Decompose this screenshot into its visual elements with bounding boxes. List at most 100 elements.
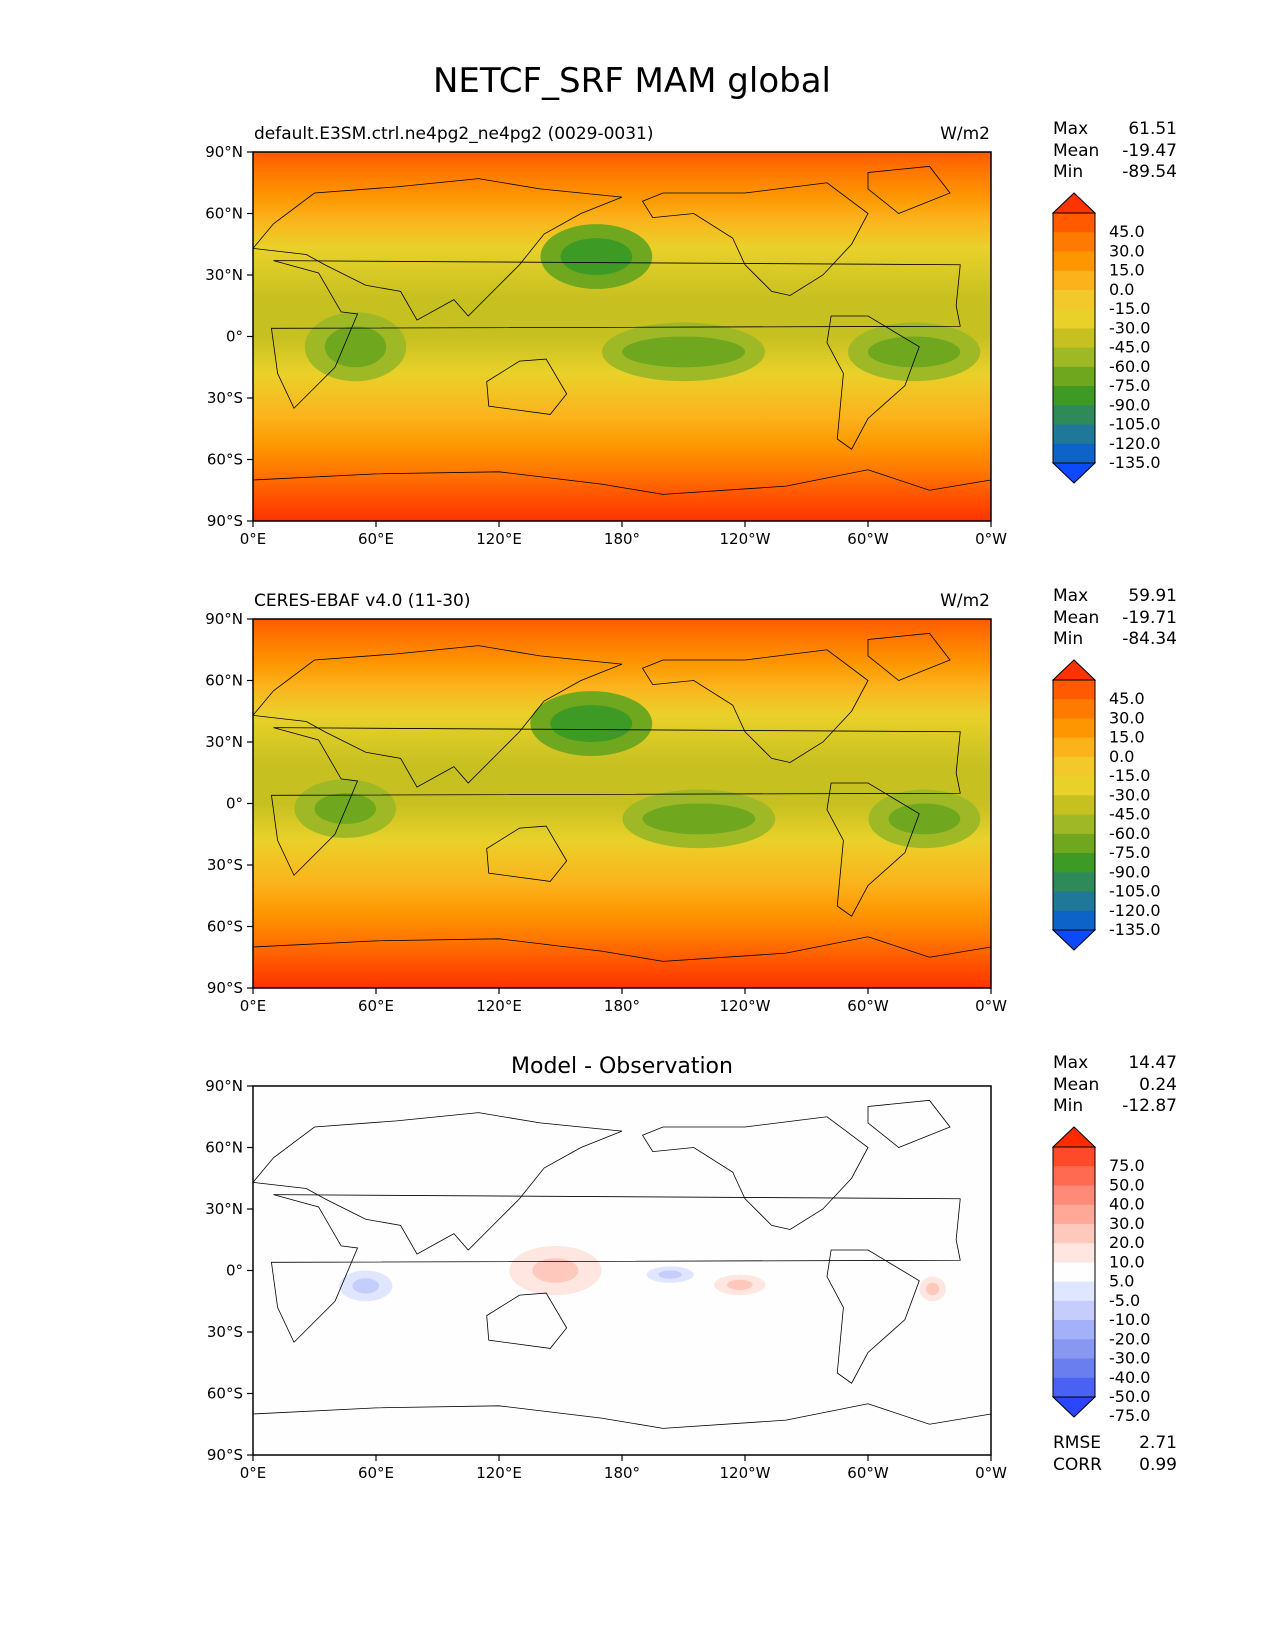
lon-tick-label: 120°E (476, 1464, 522, 1482)
heatmap-background (253, 1086, 991, 1455)
lat-tick-label: 30°S (207, 1323, 243, 1341)
colorbar-swatch (1053, 891, 1095, 912)
colorbar-label: -120.0 (1109, 901, 1161, 920)
lon-tick-label: 120°W (720, 997, 771, 1015)
colorbar-label: -120.0 (1109, 434, 1161, 453)
colorbar-label: 30.0 (1109, 1214, 1145, 1233)
stat-value-min: -89.54 (1122, 162, 1177, 182)
lat-tick-label: 0° (226, 1262, 243, 1280)
colorbar-frame (1052, 212, 1096, 464)
coastline (867, 165, 951, 214)
colorbar-swatch (1053, 1339, 1095, 1360)
colorbar-swatch (1053, 213, 1095, 233)
lat-tick-label: 30°S (207, 856, 243, 874)
colorbar-label: 30.0 (1109, 708, 1145, 727)
panel-observation: CERES-EBAF v4.0 (11-30) W/m2 90°N 60°N 30°… (205, 586, 1177, 1015)
panel-units: W/m2 (940, 591, 990, 611)
panel-title: CERES-EBAF v4.0 (11-30) (254, 591, 470, 611)
colorbar-swatch (1053, 251, 1095, 272)
panel-units: W/m2 (940, 124, 990, 144)
colorbar-swatch (1053, 776, 1095, 796)
lon-tick-label: 60°E (358, 1464, 394, 1482)
figure-title: NETCF_SRF MAM global (433, 61, 831, 101)
lat-tick-label: 90°S (207, 979, 243, 997)
colorbar-swatch (1053, 1320, 1095, 1340)
metric-value-rmse: 2.71 (1139, 1433, 1177, 1453)
field-region (868, 336, 961, 368)
colorbar-swatch (1053, 443, 1095, 464)
colorbar-swatch (1053, 232, 1095, 252)
colorbar-swatch (1053, 910, 1095, 931)
colorbar-swatch (1053, 1185, 1095, 1206)
lon-tick-label: 0°E (240, 530, 267, 548)
stat-value-mean: 0.24 (1139, 1075, 1177, 1095)
stat-value-min: -12.87 (1122, 1096, 1177, 1116)
colorbar-swatch (1053, 795, 1095, 816)
anomaly-core (658, 1270, 682, 1279)
colorbar-extend-max (1051, 659, 1097, 681)
field-region (642, 803, 756, 835)
lat-tick-label: 30°N (205, 1200, 243, 1218)
colorbar-label: 20.0 (1109, 1233, 1145, 1252)
colorbar-label: -90.0 (1109, 395, 1150, 414)
lat-tick-label: 60°S (207, 918, 243, 936)
metric-value-corr: 0.99 (1139, 1455, 1177, 1475)
colorbar-swatch (1053, 328, 1095, 349)
lon-tick-label: 180° (604, 997, 640, 1015)
colorbar-swatch (1053, 680, 1095, 700)
stat-label-max: Max (1053, 1053, 1088, 1073)
metric-label-corr: CORR (1053, 1455, 1102, 1475)
lat-tick-label: 90°S (207, 512, 243, 530)
colorbar-swatch (1053, 1204, 1095, 1225)
colorbar-swatch (1053, 289, 1095, 310)
coastline (826, 315, 920, 450)
colorbar-label: 75.0 (1109, 1156, 1145, 1175)
colorbar-swatch (1053, 872, 1095, 893)
colorbar-label: -50.0 (1109, 1387, 1150, 1406)
coastline (270, 1194, 961, 1343)
coastline (253, 1403, 991, 1429)
lat-tick-label: 30°N (205, 266, 243, 284)
coastline (826, 782, 920, 917)
lat-tick-label: 30°S (207, 389, 243, 407)
colorbar-label: -45.0 (1109, 805, 1150, 824)
lon-tick-label: 120°W (720, 1464, 771, 1482)
colorbar-extend-max (1051, 192, 1097, 214)
colorbar-swatch (1053, 1166, 1095, 1186)
lon-tick-label: 0°E (240, 997, 267, 1015)
lon-tick-label: 60°E (358, 530, 394, 548)
colorbar-label: 50.0 (1109, 1175, 1145, 1194)
anomaly-core (532, 1258, 579, 1283)
coastline (486, 1292, 568, 1349)
coastline (253, 178, 623, 321)
colorbar-label: -15.0 (1109, 299, 1150, 318)
lon-tick-label: 60°W (847, 530, 889, 548)
coastline (641, 182, 869, 296)
colorbar-label: -90.0 (1109, 862, 1150, 881)
lon-tick-label: 0°W (975, 530, 1007, 548)
colorbar-label: -15.0 (1109, 766, 1150, 785)
coastline (253, 645, 623, 788)
colorbar-swatch (1053, 737, 1095, 758)
colorbar-label: 45.0 (1109, 222, 1145, 241)
lat-tick-label: 90°N (205, 1077, 243, 1095)
stat-label-min: Min (1053, 1096, 1083, 1116)
heatmap-field (253, 619, 991, 988)
colorbar-label: -30.0 (1109, 785, 1150, 804)
colorbar-extend-max (1051, 1126, 1097, 1148)
lat-tick-label: 0° (226, 328, 243, 346)
colorbar-label: -60.0 (1109, 824, 1150, 843)
colorbar-label: 40.0 (1109, 1195, 1145, 1214)
lon-tick-label: 120°E (476, 997, 522, 1015)
lon-tick-label: 120°E (476, 530, 522, 548)
lon-tick-label: 0°E (240, 1464, 267, 1482)
colorbar-swatch (1053, 853, 1095, 873)
stat-label-mean: Mean (1053, 1075, 1099, 1095)
field-region (324, 326, 387, 368)
colorbar-swatch (1053, 699, 1095, 719)
stat-label-min: Min (1053, 162, 1083, 182)
stat-value-max: 59.91 (1128, 586, 1177, 606)
colorbar-label: 30.0 (1109, 241, 1145, 260)
lon-tick-label: 180° (604, 1464, 640, 1482)
